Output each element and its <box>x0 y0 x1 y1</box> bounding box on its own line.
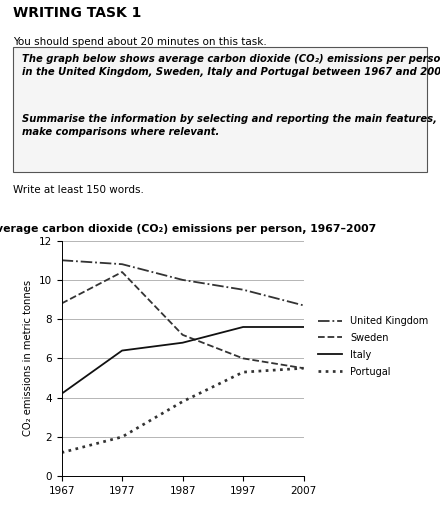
Portugal <box>120 434 125 440</box>
Sweden <box>241 355 246 361</box>
Sweden <box>180 332 185 338</box>
Italy <box>59 391 64 397</box>
Portugal <box>59 450 64 456</box>
Line: Italy: Italy <box>62 327 304 394</box>
Italy <box>241 324 246 330</box>
Text: The graph below shows average carbon dioxide (CO₂) emissions per person
in the U: The graph below shows average carbon dio… <box>22 54 440 77</box>
Text: Write at least 150 words.: Write at least 150 words. <box>13 185 144 195</box>
Line: Portugal: Portugal <box>62 368 304 453</box>
Sweden <box>301 365 306 371</box>
Line: United Kingdom: United Kingdom <box>62 260 304 305</box>
Legend: United Kingdom, Sweden, Italy, Portugal: United Kingdom, Sweden, Italy, Portugal <box>318 316 429 377</box>
Italy <box>180 339 185 346</box>
United Kingdom <box>301 302 306 308</box>
Portugal <box>301 365 306 371</box>
Text: Summarise the information by selecting and reporting the main features, and
make: Summarise the information by selecting a… <box>22 114 440 137</box>
Portugal <box>241 369 246 375</box>
United Kingdom <box>59 257 64 263</box>
Sweden <box>59 301 64 307</box>
Line: Sweden: Sweden <box>62 272 304 368</box>
FancyBboxPatch shape <box>13 47 427 172</box>
Text: You should spend about 20 minutes on this task.: You should spend about 20 minutes on thi… <box>13 36 267 47</box>
Title: Average carbon dioxide (CO₂) emissions per person, 1967–2007: Average carbon dioxide (CO₂) emissions p… <box>0 224 377 234</box>
United Kingdom <box>120 261 125 267</box>
Y-axis label: CO₂ emissions in metric tonnes: CO₂ emissions in metric tonnes <box>23 281 33 436</box>
Text: WRITING TASK 1: WRITING TASK 1 <box>13 7 142 20</box>
Italy <box>120 348 125 354</box>
United Kingdom <box>241 287 246 293</box>
United Kingdom <box>180 277 185 283</box>
Italy <box>301 324 306 330</box>
Sweden <box>120 269 125 275</box>
Portugal <box>180 398 185 404</box>
